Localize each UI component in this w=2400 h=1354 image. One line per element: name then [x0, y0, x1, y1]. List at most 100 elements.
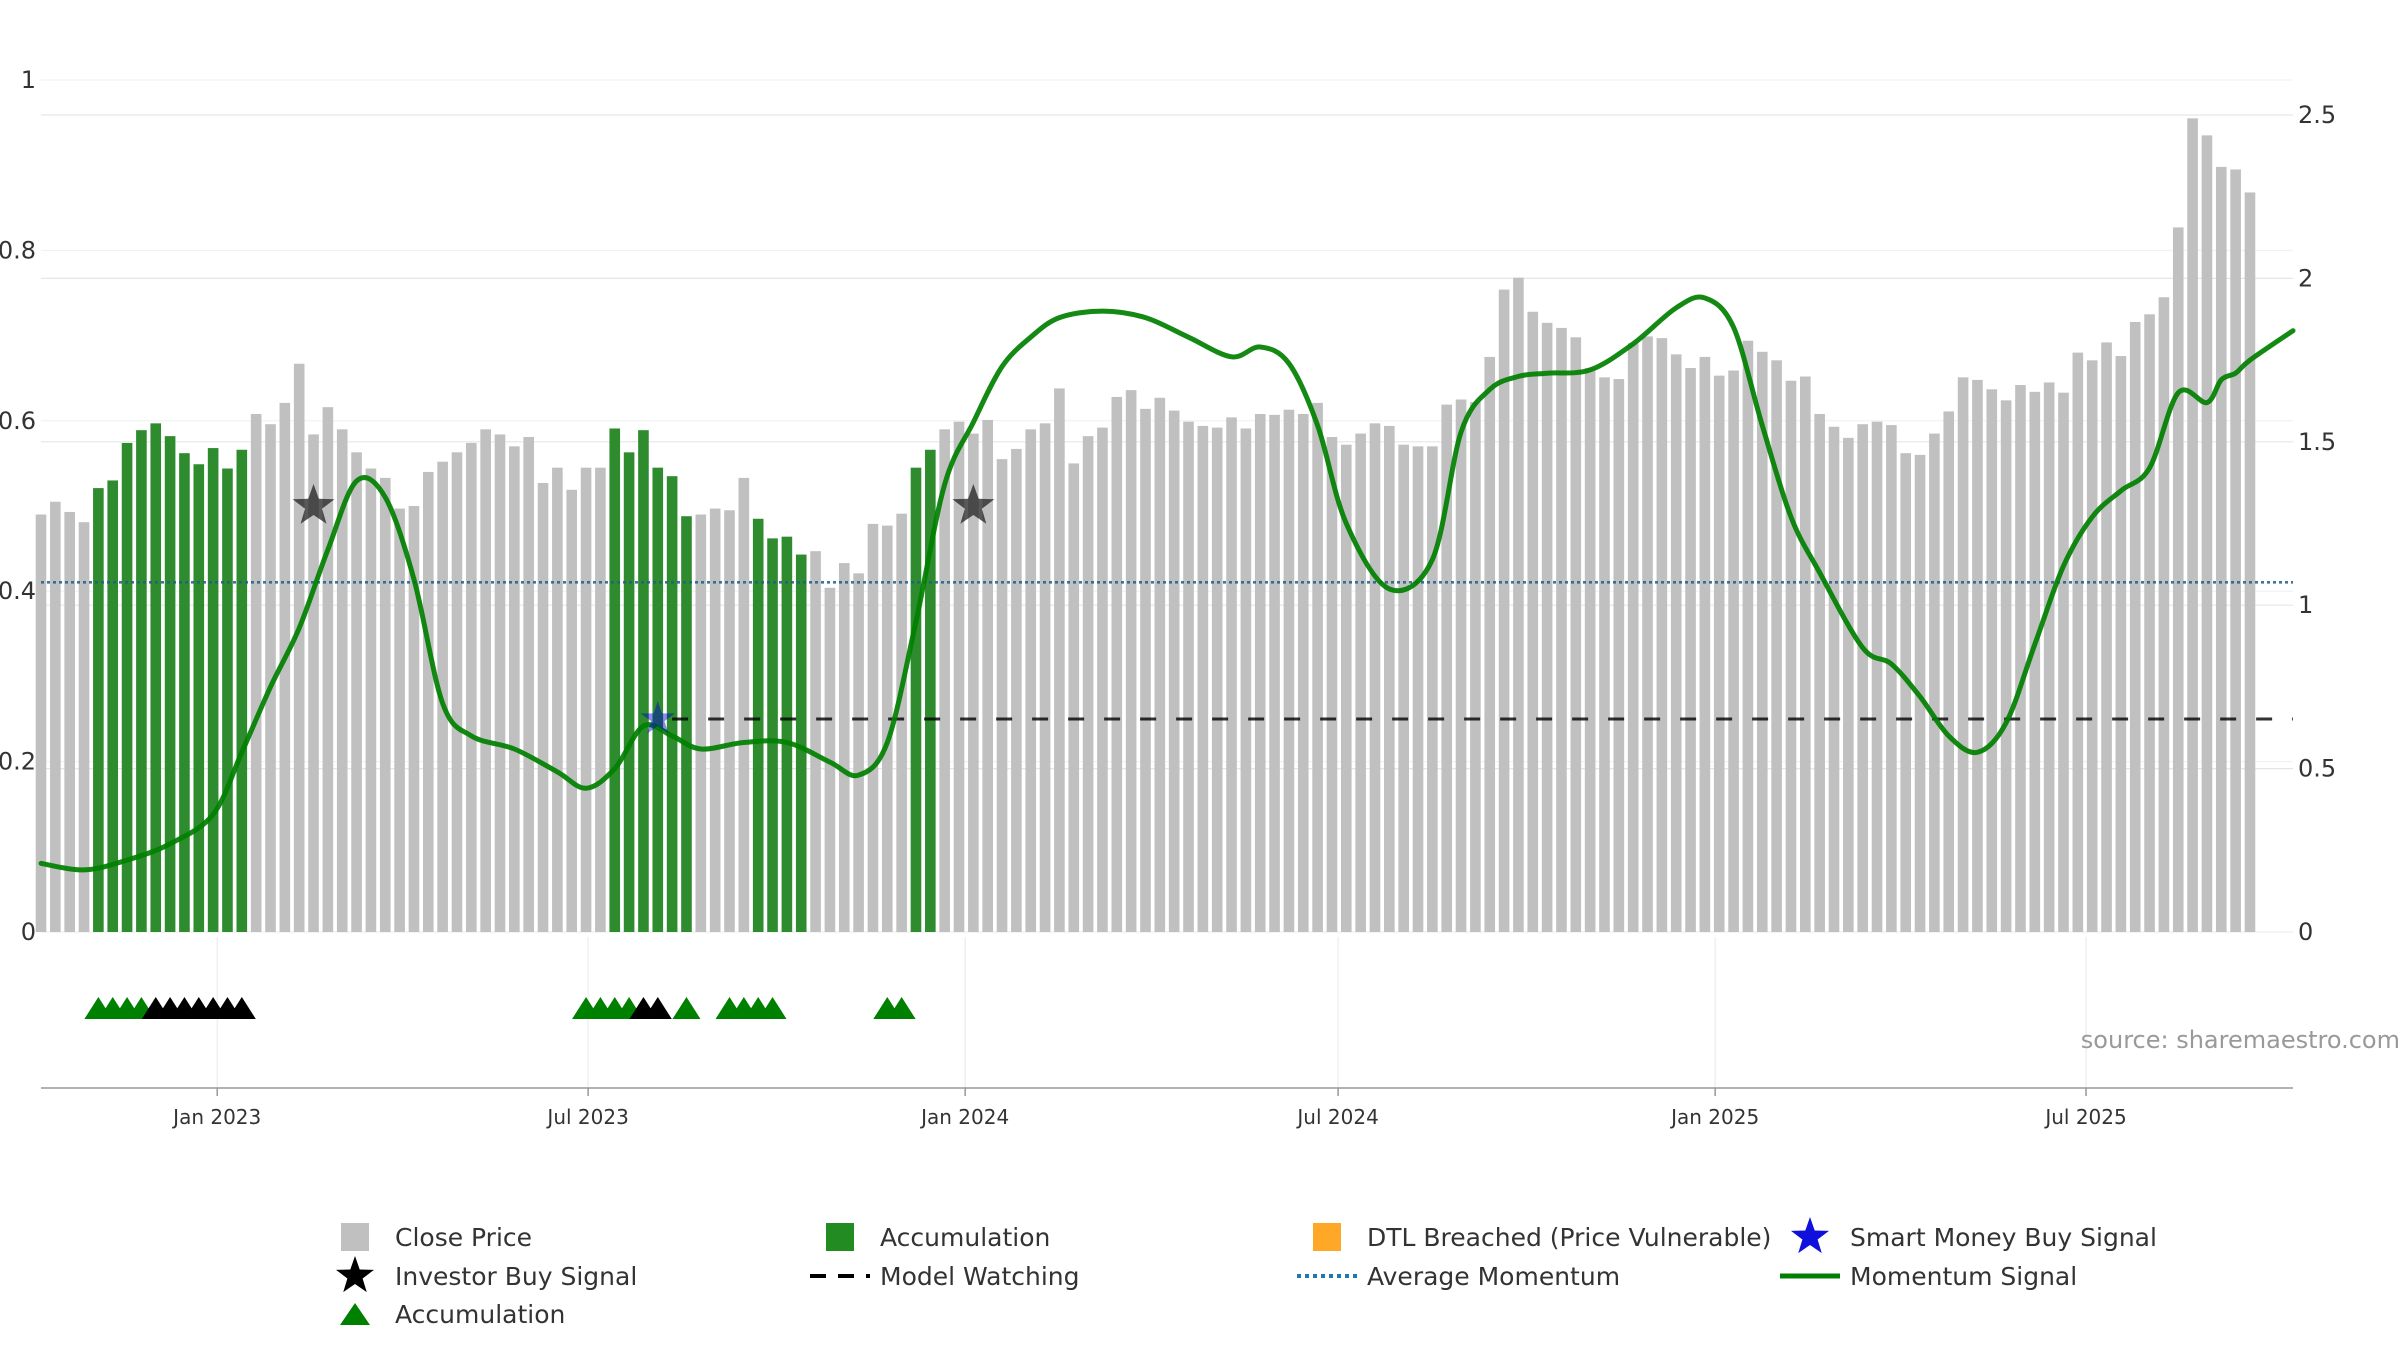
close-price-bar — [1871, 421, 1883, 932]
right-y-tick-label: 2.5 — [2298, 101, 2336, 129]
legend: Close Price Accumulation DTL Breached (Pri… — [335, 1217, 2157, 1329]
close-price-bar — [896, 513, 907, 932]
legend-item-average-momentum: Average Momentum — [1297, 1262, 1620, 1291]
x-tick-label: Jan 2024 — [919, 1105, 1009, 1129]
accumulation-bar — [652, 467, 664, 932]
close-price-bar — [2015, 385, 2026, 932]
legend-marker-star — [335, 1256, 375, 1293]
close-price-bar — [2187, 118, 2198, 933]
right-y-tick-label: 0 — [2298, 918, 2313, 946]
close-price-bar — [1154, 397, 1166, 932]
close-price-bar — [451, 452, 463, 932]
close-price-bar — [1570, 337, 1582, 932]
close-price-bar — [595, 467, 606, 932]
close-price-bar — [2201, 135, 2213, 932]
accumulation-bar — [179, 453, 190, 932]
accumulation-bar — [150, 423, 162, 932]
x-tick-label: Jan 2023 — [171, 1105, 261, 1129]
close-price-bar — [2058, 392, 2069, 932]
close-price-bar — [509, 446, 520, 932]
close-price-bar — [1513, 277, 1524, 932]
close-price-bar — [1484, 356, 1496, 932]
legend-marker-star — [1790, 1217, 1830, 1254]
accumulation-bar — [925, 449, 936, 932]
close-price-bar — [1441, 404, 1453, 932]
close-price-bar — [1556, 327, 1567, 932]
legend-label: DTL Breached (Price Vulnerable) — [1367, 1223, 1771, 1252]
x-tick-label: Jul 2025 — [2043, 1105, 2126, 1129]
close-price-bar — [2144, 314, 2155, 932]
legend-label: Close Price — [395, 1223, 532, 1252]
close-price-bar — [2244, 192, 2256, 932]
close-price-bar — [1699, 356, 1711, 932]
accumulation-triangles — [84, 997, 916, 1019]
x-tick-label: Jul 2024 — [1295, 1105, 1378, 1129]
close-price-bar — [1326, 436, 1338, 932]
close-price-bar — [1197, 425, 1209, 932]
close-price-bar — [1599, 377, 1610, 933]
legend-marker-triangle — [340, 1303, 370, 1325]
accumulation-bar — [638, 430, 649, 932]
close-price-bar — [1541, 322, 1553, 932]
left-y-tick-label: 0 — [21, 918, 36, 946]
close-price-bar — [523, 436, 534, 932]
close-price-bar — [35, 514, 47, 932]
close-price-bar — [1986, 389, 1998, 932]
close-price-bar — [1269, 414, 1280, 933]
close-price-bar — [408, 506, 420, 932]
close-price-bar — [1771, 360, 1782, 932]
right-y-tick-label: 2 — [2298, 264, 2313, 292]
close-price-bar — [2215, 166, 2227, 932]
close-price-bar — [1685, 367, 1696, 933]
gridlines — [41, 79, 2293, 1088]
close-price-bar — [78, 522, 90, 932]
legend-item-accumulation-tri: Accumulation — [340, 1300, 565, 1329]
close-price-bar — [1929, 433, 1940, 932]
legend-label: Accumulation — [880, 1223, 1050, 1252]
accumulation-triangle-green — [672, 997, 701, 1019]
close-price-bar — [1943, 411, 1955, 932]
close-price-bar — [2115, 356, 2127, 932]
close-price-bar — [1082, 436, 1094, 932]
close-price-bar — [1140, 408, 1151, 932]
right-y-tick-label: 1 — [2298, 591, 2313, 619]
accumulation-triangle-green — [887, 997, 916, 1019]
smart-money-buy-star — [640, 701, 675, 734]
investor-buy-star — [292, 484, 335, 524]
left-y-tick-label: 0.8 — [0, 236, 36, 264]
close-price-bar — [494, 434, 506, 932]
close-price-bar — [1283, 409, 1295, 933]
close-price-bar — [1972, 379, 1983, 932]
close-price-bar — [810, 551, 821, 932]
close-price-bar — [1011, 448, 1022, 932]
close-price-bar — [881, 525, 893, 932]
close-price-bar — [1642, 336, 1653, 932]
legend-label: Momentum Signal — [1850, 1262, 2077, 1291]
close-price-bar — [322, 407, 334, 932]
close-price-bar — [1340, 444, 1352, 932]
close-price-bar — [2158, 297, 2170, 932]
legend-label: Model Watching — [880, 1262, 1080, 1291]
close-price-bar — [2101, 342, 2112, 932]
accumulation-bar — [207, 448, 219, 932]
accumulation-bar — [666, 476, 678, 932]
close-price-bar — [365, 468, 377, 932]
legend-item-dtl: DTL Breached (Price Vulnerable) — [1313, 1223, 1771, 1252]
buy-signal-stars — [292, 484, 995, 734]
accumulation-bar — [681, 516, 692, 932]
x-tick-label: Jan 2025 — [1669, 1105, 1759, 1129]
close-price-bar — [2029, 391, 2041, 933]
accumulation-triangle-black — [227, 997, 256, 1019]
x-tick-label: Jul 2023 — [545, 1105, 628, 1129]
momentum-signal-line — [38, 294, 2296, 873]
close-price-bar — [1312, 402, 1323, 932]
close-price-bar — [1025, 429, 1037, 932]
close-price-bar — [1455, 399, 1467, 932]
right-y-tick-label: 0.5 — [2298, 755, 2336, 783]
close-price-bar — [379, 477, 391, 932]
accumulation-triangle-black — [643, 997, 672, 1019]
close-price-bar — [250, 413, 262, 933]
close-price-bar — [738, 477, 750, 932]
